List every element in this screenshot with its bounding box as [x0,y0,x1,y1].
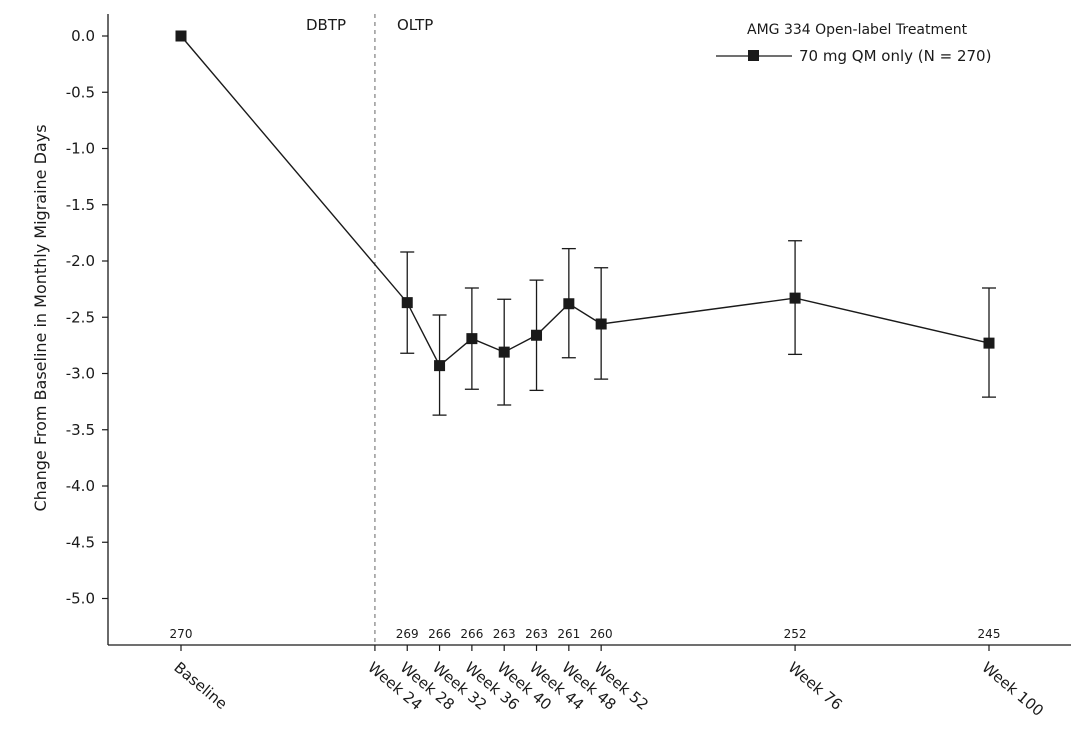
axes [107,14,1071,646]
n-at-risk-label: 261 [557,627,580,641]
n-at-risk-label: 263 [493,627,516,641]
n-at-risk-label: 263 [525,627,548,641]
y-tick-label: 0.0 [71,27,95,45]
legend: AMG 334 Open-label Treatment 70 mg QM on… [716,22,991,65]
data-point [434,360,446,372]
y-tick-label: -3.5 [66,421,95,439]
y-tick-label: -2.5 [66,308,95,326]
n-at-risk-labels: 270 269 266 266 263 263 261 260 252 245 [170,627,1001,641]
legend-entry: 70 mg QM only (N = 270) [799,47,991,65]
n-at-risk-label: 269 [396,627,419,641]
data-point [401,297,413,309]
n-at-risk-label: 245 [978,627,1001,641]
data-point [466,333,478,345]
n-at-risk-label: 266 [460,627,483,641]
y-tick-label: -2.0 [66,252,95,270]
y-tick-label: -1.0 [66,140,95,158]
x-tick-label: Baseline [170,658,230,713]
data-point [789,292,801,304]
y-tick-label: -4.0 [66,477,95,495]
data-point [983,337,995,349]
legend-marker [748,50,759,61]
y-ticks: 0.0 -0.5 -1.0 -1.5 -2.0 -2.5 -3.0 -3.5 -4.0 -4.5 -… [66,27,108,608]
y-tick-label: -5.0 [66,590,95,608]
x-tick-label: Week 76 [785,658,846,714]
period-label-oltp: OLTP [397,16,433,34]
series-line [180,35,990,367]
y-tick-label: -3.0 [66,365,95,383]
y-tick-label: -0.5 [66,83,95,101]
n-at-risk-label: 270 [170,627,193,641]
legend-title: AMG 334 Open-label Treatment [747,22,968,38]
y-tick-label: -4.5 [66,533,95,551]
n-at-risk-label: 266 [428,627,451,641]
x-tick-label: Week 100 [978,658,1047,720]
data-point [175,30,187,42]
data-point [498,346,510,358]
series-70mg [175,30,996,416]
n-at-risk-label: 252 [784,627,807,641]
y-axis-title: Change From Baseline in Monthly Migraine… [31,124,50,511]
period-label-dbtp: DBTP [306,16,346,34]
data-point [531,329,543,341]
data-point [563,298,575,310]
n-at-risk-label: 260 [590,627,613,641]
y-tick-label: -1.5 [66,196,95,214]
data-point [595,318,607,330]
